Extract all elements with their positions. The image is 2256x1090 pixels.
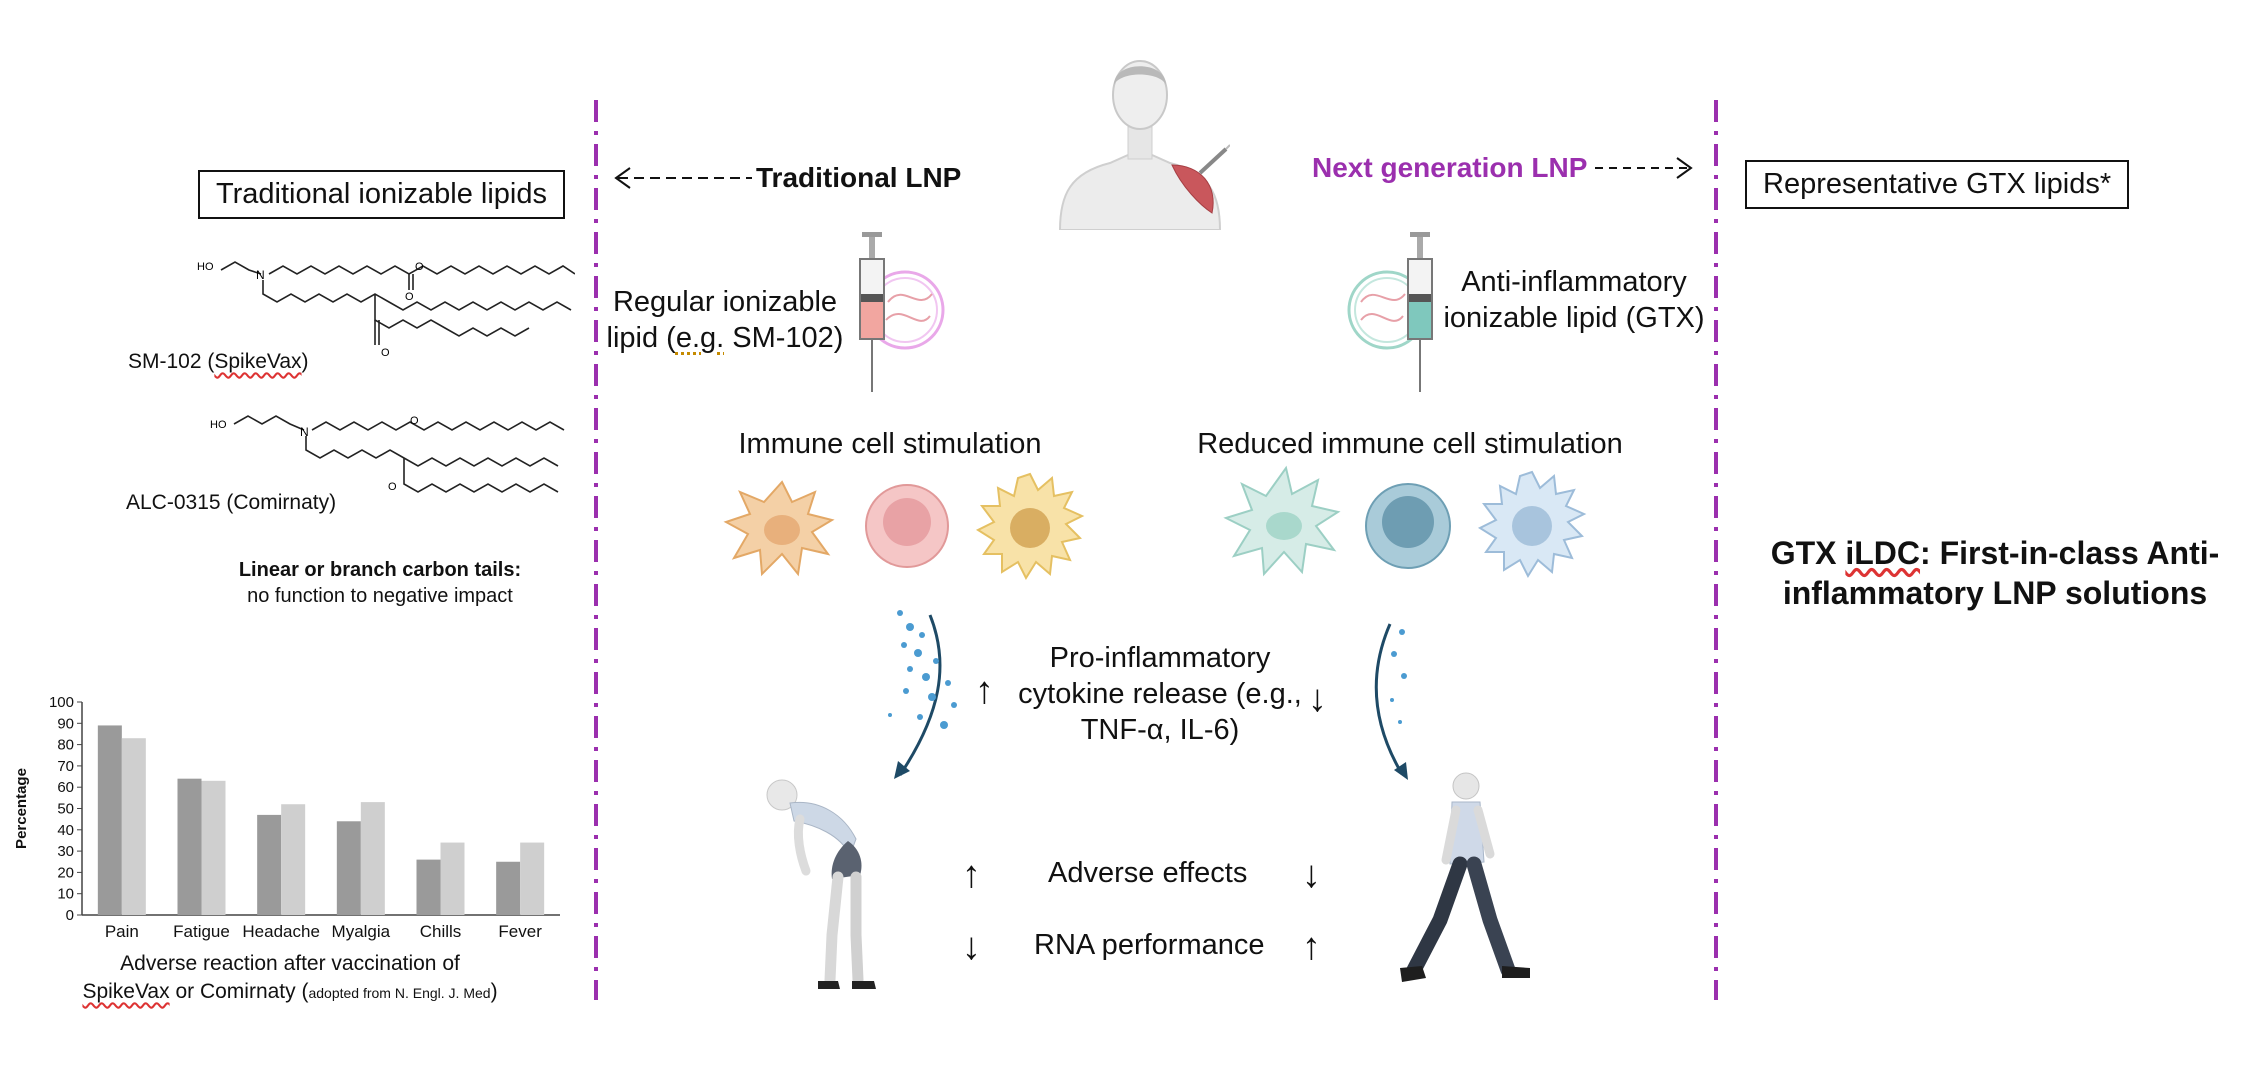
bar [496, 861, 521, 915]
person-injection-illustration [1058, 60, 1230, 230]
traditional-lipids-box: Traditional ionizable lipids [198, 170, 565, 219]
y-tick-label: 70 [57, 758, 74, 775]
gtx-lipids-title: Representative GTX lipids* [1763, 168, 2112, 200]
sm102-ho-label: HO [197, 261, 214, 273]
sm102-label: SM-102 (SpikeVax) [128, 350, 309, 373]
alc0315-n-label: N [300, 425, 309, 439]
rna-performance-label: RNA performance [1034, 929, 1265, 961]
tails-note: Linear or branch carbon tails: no functi… [180, 557, 580, 609]
chart-caption-line1: Adverse reaction after vaccination of [120, 952, 460, 975]
healthy-person-walking-illustration [1400, 772, 1530, 982]
adverse-down-arrow-icon: ↓ [1302, 854, 1321, 896]
arrow-left-icon [614, 167, 752, 189]
macrophage-yellow-icon [975, 472, 1085, 581]
syringe-gtx-icon [1347, 232, 1433, 392]
bar [416, 859, 441, 915]
bar [201, 780, 226, 915]
chart-caption: Adverse reaction after vaccination of Sp… [40, 950, 540, 1007]
sm102-structure: HO N O O O [197, 261, 575, 359]
y-tick-label: 0 [66, 907, 74, 924]
gtx-headline: GTX iLDC: First-in-class Anti- inflammat… [1770, 535, 2220, 611]
cytokine-release-left-icon [888, 610, 957, 779]
bar [520, 842, 545, 915]
y-tick-label: 60 [57, 779, 74, 796]
cytokine-release-right-icon [1374, 623, 1408, 780]
y-tick-label: 50 [57, 801, 74, 818]
sm102-o-label-3: O [381, 347, 390, 359]
reduced-stimulation-label: Reduced immune cell stimulation [1197, 428, 1623, 460]
alc0315-structure: HO N O O [210, 415, 565, 493]
y-tick-label: 30 [57, 843, 74, 860]
x-tick-label: Fatigue [173, 922, 230, 941]
bar [360, 802, 385, 915]
arrow-right-icon [1595, 157, 1694, 179]
alc0315-o-label-1: O [410, 415, 419, 427]
bar [121, 738, 146, 915]
bar [97, 725, 122, 915]
tails-note-text: no function to negative impact [247, 585, 513, 607]
syringe-regular-icon [859, 232, 945, 392]
cytokine-down-arrow-icon: ↓ [1308, 678, 1327, 720]
x-tick-label: Fever [498, 922, 542, 941]
immune-cells-stimulated [723, 472, 1085, 581]
traditional-lnp-label: Traditional LNP [612, 158, 961, 198]
lymphocyte-blue-icon [1365, 483, 1451, 569]
cytokine-label: Pro-inflammatory cytokine release (e.g.,… [1018, 642, 1302, 746]
lymphocyte-pink-icon [865, 484, 949, 568]
cytokine-up-arrow-icon: ↑ [975, 670, 994, 712]
bar [281, 804, 306, 915]
adverse-up-arrow-icon: ↑ [962, 854, 981, 896]
rna-down-arrow-icon: ↓ [962, 926, 981, 968]
immune-cells-reduced [1223, 465, 1587, 579]
alc0315-label: ALC-0315 (Comirnaty) [126, 491, 337, 514]
y-tick-label: 40 [57, 822, 74, 839]
sick-person-illustration [766, 779, 876, 989]
anti-inflammatory-lipid-label: Anti-inflammatory ionizable lipid (GTX) [1443, 266, 1705, 334]
bar [257, 814, 282, 915]
sm102-o-label-2: O [405, 291, 414, 303]
y-tick-label: 90 [57, 715, 74, 732]
adverse-reaction-chart: 0 10 20 30 40 50 60 70 80 90 100 Percentage Pain Fati… [13, 694, 560, 941]
chart-caption-line2: SpikeVax or Comirnaty (adopted from N. E… [82, 980, 498, 1003]
x-tick-label: Myalgia [332, 922, 391, 941]
gtx-lipids-box: Representative GTX lipids* [1745, 160, 2130, 209]
x-tick-label: Chills [420, 922, 462, 941]
next-gen-lnp-label: Next generation LNP [1312, 148, 1695, 188]
x-tick-label: Headache [242, 922, 320, 941]
sm102-n-label: N [256, 268, 265, 282]
alc0315-o-label-2: O [388, 481, 397, 493]
tails-note-bold: Linear or branch carbon tails: [238, 559, 522, 581]
dendritic-cell-teal-icon [1223, 465, 1341, 577]
immune-stimulation-label: Immune cell stimulation [738, 428, 1042, 460]
macrophage-lightblue-icon [1477, 470, 1587, 579]
sm102-o-label-1: O [415, 261, 424, 273]
y-tick-label: 20 [57, 864, 74, 881]
y-tick-label: 10 [57, 886, 74, 903]
regular-lipid-label: Regular ionizable lipid (e.g. SM-102) [606, 286, 844, 354]
y-axis-label: Percentage [13, 768, 30, 849]
rna-up-arrow-icon: ↑ [1302, 926, 1321, 968]
bar [336, 821, 361, 915]
bar [177, 778, 202, 915]
y-tick-label: 80 [57, 737, 74, 754]
traditional-lipids-title: Traditional ionizable lipids [216, 178, 547, 210]
dendritic-cell-orange-icon [723, 480, 835, 577]
adverse-effects-label: Adverse effects [1048, 857, 1248, 889]
bar [440, 842, 465, 915]
y-tick-label: 100 [49, 694, 74, 711]
x-tick-label: Pain [105, 922, 139, 941]
alc0315-ho-label: HO [210, 419, 227, 431]
